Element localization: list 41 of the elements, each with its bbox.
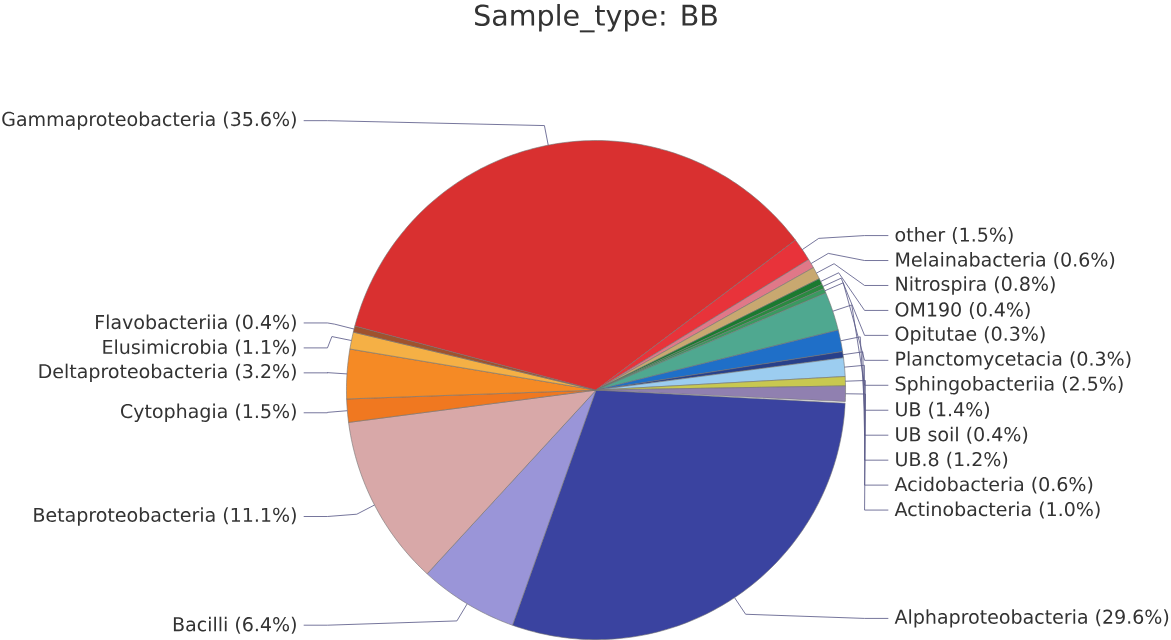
data-label: (0.4%) [967,426,1028,444]
chart-title: Sample_type: BB [475,4,717,33]
slice-label: UB soil [896,426,958,442]
slice-label: Melainabacteria [896,252,1045,267]
data-label: (2.5%) [1062,376,1123,394]
data-label: (1.4%) [929,401,990,419]
slice-label: Actinobacteria [894,501,1031,517]
data-label: (0.3%) [1070,351,1131,369]
slice-label: Cytophagia [121,403,227,423]
data-label: (0.8%) [994,276,1055,294]
slice-label: Bacilli [173,616,227,632]
data-label: (3.2%) [236,363,296,381]
data-label: (0.6%) [1032,476,1093,494]
slice-label: UB.8 [896,452,939,467]
data-label: (0.3%) [984,326,1045,344]
data-label: (0.4%) [236,314,296,332]
slice-label: Sphingobacteriia [895,376,1054,395]
data-label: (1.5%) [952,227,1013,245]
slice-label: Deltaproteobacteria [39,363,227,383]
data-label: (0.6%) [1054,252,1115,270]
data-label: (1.1%) [236,339,296,357]
data-label: (1.2%) [947,451,1008,469]
slice-label: Gammaproteobacteria [2,111,215,130]
slice-label: Alphaproteobacteria [894,609,1087,628]
slice-label: Acidobacteria [894,476,1023,492]
data-label: (29.6%) [1096,609,1169,627]
data-label: (6.4%) [236,616,296,634]
slice-label: Nitrospira [896,276,986,295]
slice-label: Opitutae [895,326,977,345]
data-label: (1.0%) [1039,501,1100,519]
data-label: (11.1%) [223,507,296,525]
slice-label: Elusimicrobia [103,339,227,355]
slice-label: OM190 [895,302,961,317]
data-label: (35.6%) [223,111,296,129]
slice-label: UB [896,402,921,417]
data-label: (1.5%) [236,403,296,421]
slice-label: Planctomycetacia [896,351,1062,370]
slice-label: Flavobacteriia [96,314,227,330]
slice-label: Betaproteobacteria [34,507,215,526]
data-label: (0.4%) [969,302,1030,319]
slice-label: other [895,227,946,242]
